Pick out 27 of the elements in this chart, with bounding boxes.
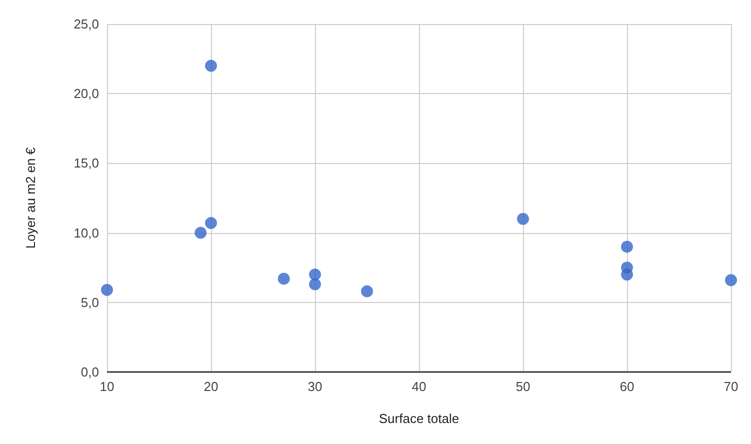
- x-tick-label: 30: [308, 379, 322, 394]
- x-tick-label: 70: [724, 379, 738, 394]
- point: [309, 278, 321, 290]
- y-axis-title: Loyer au m2 en €: [23, 146, 38, 249]
- point: [101, 284, 113, 296]
- y-tick-label: 10,0: [74, 225, 99, 240]
- y-tick-label: 20,0: [74, 86, 99, 102]
- point: [309, 268, 321, 281]
- y-tick-label: 0,0: [80, 364, 99, 380]
- x-tick-label: 40: [412, 379, 426, 394]
- point: [725, 274, 737, 286]
- point: [621, 240, 633, 253]
- point: [517, 212, 529, 225]
- x-tick-label: 20: [204, 379, 218, 394]
- point: [361, 285, 373, 298]
- point: [278, 272, 290, 285]
- point: [205, 60, 217, 72]
- x-tick-label: 10: [100, 379, 114, 394]
- y-tick-label: 25,0: [74, 16, 99, 32]
- x-tick-label: 60: [620, 379, 634, 394]
- y-tick-label: 15,0: [74, 156, 99, 171]
- x-tick-label: 50: [516, 379, 530, 394]
- point: [194, 226, 207, 239]
- y-tick-label: 5,0: [80, 294, 99, 310]
- point: [621, 268, 633, 281]
- x-axis-title: Surface totale: [378, 411, 460, 426]
- point: [205, 217, 217, 230]
